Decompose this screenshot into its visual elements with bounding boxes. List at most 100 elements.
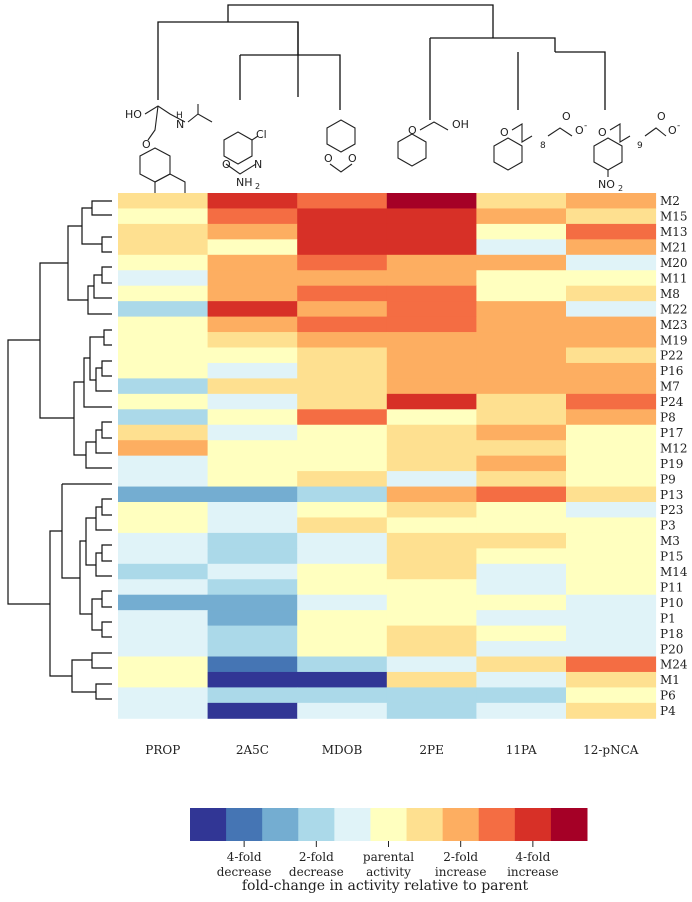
heatmap-cell-M19-PROP: [118, 332, 209, 348]
heatmap-cell-P11-MDOB: [297, 579, 388, 596]
heatmap-cell-P3-2PE: [386, 517, 477, 534]
2a5c-nh2-label: NH: [236, 176, 253, 189]
heatmap-cell-M21-PROP: [118, 239, 209, 256]
legend-label-2-line2: activity: [366, 865, 411, 879]
heatmap-cell-M8-12-pNCA: [566, 285, 657, 302]
heatmap-cell-M7-2A5C: [207, 378, 298, 395]
row-label-P19: P19: [660, 457, 683, 471]
heatmap-cell-M12-2A5C: [207, 440, 298, 457]
heatmap-cell-P9-2PE: [386, 471, 477, 488]
structure-mdob: O O: [324, 119, 357, 173]
heatmap-cell-M1-11PA: [476, 671, 567, 688]
heatmap-cell-P11-2A5C: [207, 579, 298, 596]
2a5c-nh2-sub: 2: [255, 182, 260, 191]
heatmap-cell-M7-MDOB: [297, 378, 388, 395]
heatmap-cell-M23-12-pNCA: [566, 316, 657, 333]
heatmap-cell-P20-12-pNCA: [566, 641, 657, 657]
heatmap-cell-M2-11PA: [476, 193, 567, 209]
heatmap-cell-M7-2PE: [386, 378, 477, 395]
2a5c-n-label: N: [254, 158, 262, 171]
heatmap-cell-M21-12-pNCA: [566, 239, 657, 256]
heatmap-cell-P19-11PA: [476, 455, 567, 472]
heatmap-cell-P10-11PA: [476, 594, 567, 611]
column-label-2PE: 2PE: [419, 743, 443, 757]
heatmap-cell-M21-MDOB: [297, 239, 388, 256]
pnca-om-label: O: [668, 124, 677, 137]
heatmap-cell-P18-PROP: [118, 625, 209, 642]
heatmap-cell-P22-12-pNCA: [566, 347, 657, 364]
prop-n-label: N: [176, 118, 184, 131]
heatmap-cell-M11-12-pNCA: [566, 270, 657, 287]
row-label-P24: P24: [660, 395, 684, 409]
row-label-P6: P6: [660, 689, 676, 703]
legend-swatch-4: [334, 808, 371, 841]
11pa-minus-label: -: [584, 121, 587, 131]
heatmap-cell-P16-11PA: [476, 362, 567, 379]
row-label-M15: M15: [660, 210, 688, 224]
heatmap-cell-P8-2A5C: [207, 409, 298, 426]
heatmap-cell-M22-12-pNCA: [566, 301, 657, 318]
heatmap-cell-P15-2A5C: [207, 548, 298, 565]
pnca-o-label: O: [598, 126, 607, 139]
legend-swatch-1: [226, 808, 263, 841]
heatmap-cell-M12-2PE: [386, 440, 477, 457]
heatmap-cell-P20-11PA: [476, 641, 567, 657]
prop-ho-label: HO: [125, 108, 142, 121]
row-label-M1: M1: [660, 673, 680, 687]
heatmap-cell-P1-MDOB: [297, 610, 388, 627]
heatmap-cell-M11-2A5C: [207, 270, 298, 287]
heatmap-cell-P6-2PE: [386, 687, 477, 704]
heatmap-cell-M8-11PA: [476, 285, 567, 302]
heatmap-cell-M13-12-pNCA: [566, 223, 657, 240]
heatmap-cell-M11-PROP: [118, 270, 209, 287]
heatmap-cell-M3-PROP: [118, 532, 209, 549]
heatmap-cell-M3-2A5C: [207, 532, 298, 549]
2a5c-cl-label: Cl: [256, 128, 267, 141]
heatmap-cell-P20-MDOB: [297, 641, 388, 657]
heatmap-cell-P6-2A5C: [207, 687, 298, 704]
heatmap-cell-P13-12-pNCA: [566, 486, 657, 503]
heatmap-cell-P4-2A5C: [207, 702, 298, 719]
heatmap-cell-P13-MDOB: [297, 486, 388, 503]
heatmap-cell-M3-12-pNCA: [566, 532, 657, 549]
legend-label-3-line1: 2-fold: [443, 850, 478, 864]
heatmap-cell-P22-PROP: [118, 347, 209, 364]
heatmap-cell-P23-MDOB: [297, 502, 388, 518]
legend-label-2-line1: parental: [363, 850, 414, 864]
heatmap-cell-M22-PROP: [118, 301, 209, 318]
row-label-P18: P18: [660, 627, 683, 641]
heatmap-cell-P13-2A5C: [207, 486, 298, 503]
heatmap-cell-M13-2PE: [386, 223, 477, 240]
heatmap-cell-P8-MDOB: [297, 409, 388, 426]
heatmap-cell-P18-MDOB: [297, 625, 388, 642]
heatmap-cell-P16-MDOB: [297, 362, 388, 379]
heatmap-cell-M15-12-pNCA: [566, 208, 657, 225]
structure-11pa: O 8 O O -: [493, 110, 587, 171]
heatmap-cell-M13-MDOB: [297, 223, 388, 240]
heatmap-cell-P17-MDOB: [297, 424, 388, 441]
heatmap-cell-M2-12-pNCA: [566, 193, 657, 209]
heatmap-cell-P19-2PE: [386, 455, 477, 472]
pnca-no2-label: NO: [598, 178, 615, 191]
pnca-minus-label: -: [677, 121, 680, 131]
heatmap-cell-M20-11PA: [476, 254, 567, 271]
heatmap-cell-M8-PROP: [118, 285, 209, 302]
heatmap-cell-M3-11PA: [476, 532, 567, 549]
heatmap-cell-M7-PROP: [118, 378, 209, 395]
heatmap-cell-P16-12-pNCA: [566, 362, 657, 379]
heatmap-cell-M14-2PE: [386, 563, 477, 580]
row-label-P20: P20: [660, 642, 683, 656]
heatmap-cell-M21-2PE: [386, 239, 477, 256]
chemical-structures: HO N H O Cl O N NH 2 O O: [125, 104, 680, 207]
row-label-P4: P4: [660, 704, 676, 718]
heatmap-cell-P15-12-pNCA: [566, 548, 657, 565]
structure-2pe: O OH: [397, 118, 469, 167]
row-label-P17: P17: [660, 426, 683, 440]
heatmap-cell-M22-2A5C: [207, 301, 298, 318]
heatmap-cell-M12-MDOB: [297, 440, 388, 457]
heatmap-cell-P4-11PA: [476, 702, 567, 719]
heatmap-cell-P22-2PE: [386, 347, 477, 364]
heatmap-cell-M22-MDOB: [297, 301, 388, 318]
heatmap-cell-P10-2A5C: [207, 594, 298, 611]
heatmap-cell-P23-11PA: [476, 502, 567, 518]
